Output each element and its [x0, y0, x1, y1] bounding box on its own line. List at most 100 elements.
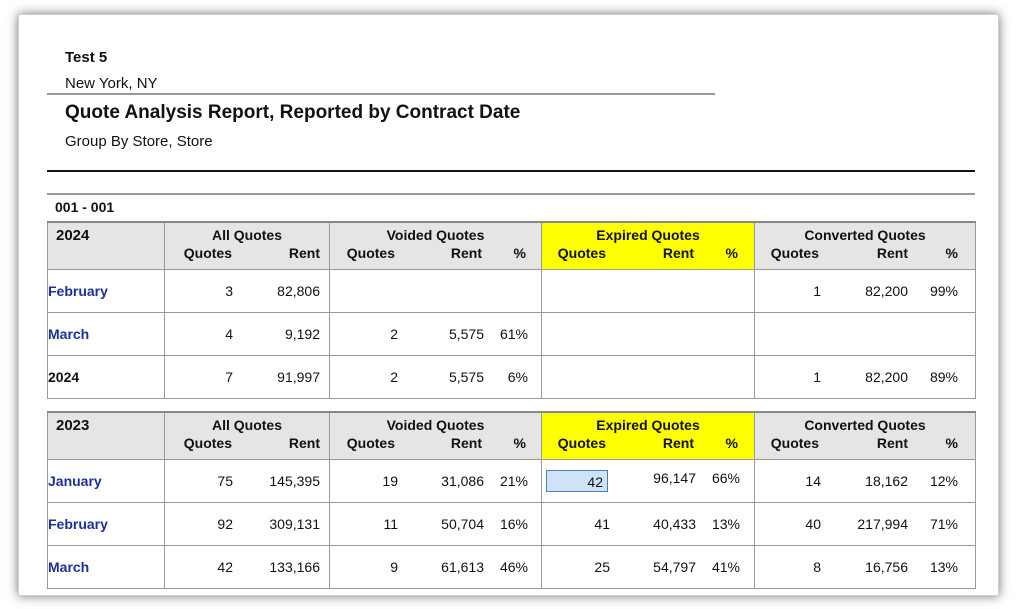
converted-quotes-cell-q: 40	[805, 516, 821, 532]
section-year-label: 2023	[56, 417, 90, 434]
expired-quotes-header: Expired Quotes Quotes Rent%	[541, 411, 755, 460]
month-link[interactable]: February	[47, 502, 165, 546]
section-year-header: 2024	[47, 221, 165, 270]
table-row: February 3 82,806 1 82,200 99%	[47, 269, 976, 313]
month-link[interactable]: January	[47, 459, 165, 503]
converted-quotes-cell[interactable]: 1 82,200 89%	[754, 355, 976, 399]
all-quotes-cell-q: 75	[217, 473, 233, 489]
voided-quotes-header-quotes-header: Quotes	[346, 245, 395, 261]
all-quotes-cell[interactable]: 42 133,166	[164, 545, 330, 589]
converted-quotes-cell[interactable]	[754, 312, 976, 356]
converted-quotes-cell[interactable]: 14 18,162 12%	[754, 459, 976, 503]
table-row: March 4 9,192 2 5,575 61%	[47, 312, 976, 356]
company-name: Test 5	[65, 49, 108, 66]
expired-quotes-cell-p: 41%	[711, 559, 740, 575]
voided-quotes-cell[interactable]	[329, 269, 542, 313]
converted-quotes-cell-p: 13%	[929, 559, 958, 575]
all-quotes-cell-q: 92	[217, 516, 233, 532]
expired-quotes-header-pct-header: %	[725, 245, 738, 261]
voided-quotes-header: Voided Quotes Quotes Rent%	[329, 221, 542, 270]
all-quotes-cell-r: 91,997	[277, 369, 320, 385]
voided-quotes-cell-q: 2	[390, 326, 398, 342]
section-year-header: 2023	[47, 411, 165, 460]
expired-quotes-header-title: Expired Quotes	[596, 417, 700, 433]
report-table-2023: 2023 All Quotes Quotes Rent Voided Quotes Quo…	[47, 411, 976, 589]
all-quotes-header-title: All Quotes	[211, 227, 282, 243]
voided-quotes-cell-r: 61,613	[441, 559, 484, 575]
voided-quotes-header-rent-header: Rent	[450, 435, 482, 451]
voided-quotes-cell-p: 21%	[499, 473, 528, 489]
report-table-2024: 2024 All Quotes Quotes Rent Voided Quotes Quo…	[47, 221, 976, 399]
expired-quotes-cell[interactable]	[541, 269, 755, 313]
expired-quotes-cell-q: 25	[594, 559, 610, 575]
expired-quotes-cell-r: 40,433	[653, 516, 696, 532]
converted-quotes-header-title: Converted Quotes	[804, 417, 926, 433]
month-link[interactable]: March	[47, 312, 165, 356]
section-year-label: 2024	[56, 227, 90, 244]
all-quotes-cell-q: 3	[225, 283, 233, 299]
converted-quotes-header-pct-header: %	[945, 245, 958, 261]
voided-quotes-cell[interactable]: 2 5,575 61%	[329, 312, 542, 356]
converted-quotes-cell[interactable]: 40 217,994 71%	[754, 502, 976, 546]
voided-quotes-cell[interactable]: 9 61,613 46%	[329, 545, 542, 589]
all-quotes-cell[interactable]: 92 309,131	[164, 502, 330, 546]
all-quotes-cell[interactable]: 7 91,997	[164, 355, 330, 399]
expired-quotes-cell[interactable]: 42 96,147 66%	[541, 459, 755, 503]
voided-quotes-cell-q: 11	[383, 516, 398, 532]
month-link[interactable]: February	[47, 269, 165, 313]
expired-quotes-header-title: Expired Quotes	[596, 227, 700, 243]
expired-quotes-header-quotes-header: Quotes	[557, 435, 606, 451]
expired-quotes-cell-q-selected[interactable]: 42	[546, 470, 608, 492]
converted-quotes-cell[interactable]: 1 82,200 99%	[754, 269, 976, 313]
table-row: January 75 145,395 19 31,086 21% 42 96,147 66% 14…	[47, 459, 976, 503]
converted-quotes-header-quotes-header: Quotes	[770, 245, 819, 261]
voided-quotes-cell-q: 2	[390, 369, 398, 385]
all-quotes-header: All Quotes Quotes Rent	[164, 411, 330, 460]
converted-quotes-header-quotes-header: Quotes	[770, 435, 819, 451]
voided-quotes-cell-r: 50,704	[441, 516, 484, 532]
month-link[interactable]: March	[47, 545, 165, 589]
expired-quotes-header-quotes-header: Quotes	[557, 245, 606, 261]
converted-quotes-header-title: Converted Quotes	[804, 227, 926, 243]
expired-quotes-cell-q: 41	[594, 516, 610, 532]
store-label: 001 - 001	[55, 199, 115, 215]
all-quotes-header: All Quotes Quotes Rent	[164, 221, 330, 270]
converted-quotes-cell-r: 82,200	[865, 369, 908, 385]
all-quotes-cell[interactable]: 3 82,806	[164, 269, 330, 313]
all-quotes-cell-r: 309,131	[269, 516, 320, 532]
converted-quotes-cell-r: 82,200	[865, 283, 908, 299]
store-divider	[47, 193, 975, 195]
converted-quotes-cell-p: 99%	[929, 283, 958, 299]
all-quotes-cell[interactable]: 75 145,395	[164, 459, 330, 503]
converted-quotes-cell-r: 18,162	[865, 473, 908, 489]
voided-quotes-cell[interactable]: 19 31,086 21%	[329, 459, 542, 503]
all-quotes-header-quotes-header: Quotes	[183, 245, 232, 261]
all-quotes-cell[interactable]: 4 9,192	[164, 312, 330, 356]
voided-quotes-header-quotes-header: Quotes	[346, 435, 395, 451]
voided-quotes-cell-p: 61%	[499, 326, 528, 342]
converted-quotes-header-rent-header: Rent	[876, 245, 908, 261]
converted-quotes-cell-r: 217,994	[857, 516, 908, 532]
voided-quotes-cell[interactable]: 2 5,575 6%	[329, 355, 542, 399]
expired-quotes-cell[interactable]: 41 40,433 13%	[541, 502, 755, 546]
expired-quotes-header: Expired Quotes Quotes Rent%	[541, 221, 755, 270]
voided-quotes-cell[interactable]: 11 50,704 16%	[329, 502, 542, 546]
all-quotes-cell-r: 145,395	[269, 473, 320, 489]
all-quotes-header-rent-header: Rent	[288, 245, 320, 261]
voided-quotes-header: Voided Quotes Quotes Rent%	[329, 411, 542, 460]
converted-quotes-header-rent-header: Rent	[876, 435, 908, 451]
all-quotes-header-rent-header: Rent	[288, 435, 320, 451]
expired-quotes-cell[interactable]	[541, 355, 755, 399]
voided-quotes-header-title: Voided Quotes	[386, 417, 485, 433]
converted-quotes-cell-q: 1	[813, 369, 821, 385]
converted-quotes-header-pct-header: %	[945, 435, 958, 451]
expired-quotes-cell[interactable]: 25 54,797 41%	[541, 545, 755, 589]
voided-quotes-cell-q: 19	[382, 473, 398, 489]
converted-quotes-cell[interactable]: 8 16,756 13%	[754, 545, 976, 589]
expired-quotes-cell[interactable]	[541, 312, 755, 356]
converted-quotes-cell-q: 8	[813, 559, 821, 575]
report-title: Quote Analysis Report, Reported by Contr…	[65, 102, 521, 123]
voided-quotes-header-pct-header: %	[513, 245, 526, 261]
voided-quotes-header-pct-header: %	[513, 435, 526, 451]
expired-quotes-header-pct-header: %	[725, 435, 738, 451]
